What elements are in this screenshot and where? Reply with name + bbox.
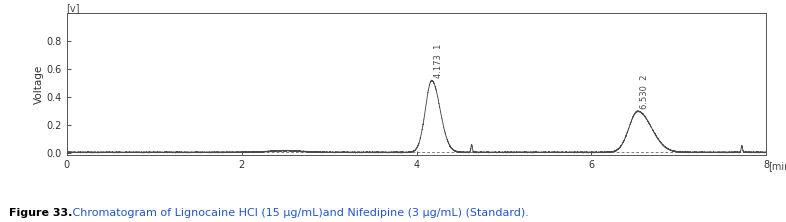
Text: 4.173  1: 4.173 1 [435, 44, 443, 78]
Text: [v]: [v] [66, 3, 79, 13]
Y-axis label: Voltage: Voltage [34, 65, 44, 104]
Text: 6.530  2: 6.530 2 [641, 74, 649, 109]
Text: Chromatogram of Lignocaine HCl (15 μg/mL)and Nifedipine (3 μg/mL) (Standard).: Chromatogram of Lignocaine HCl (15 μg/mL… [69, 208, 529, 218]
Text: [min.]: [min.] [768, 161, 786, 171]
Text: Figure 33.: Figure 33. [9, 208, 73, 218]
